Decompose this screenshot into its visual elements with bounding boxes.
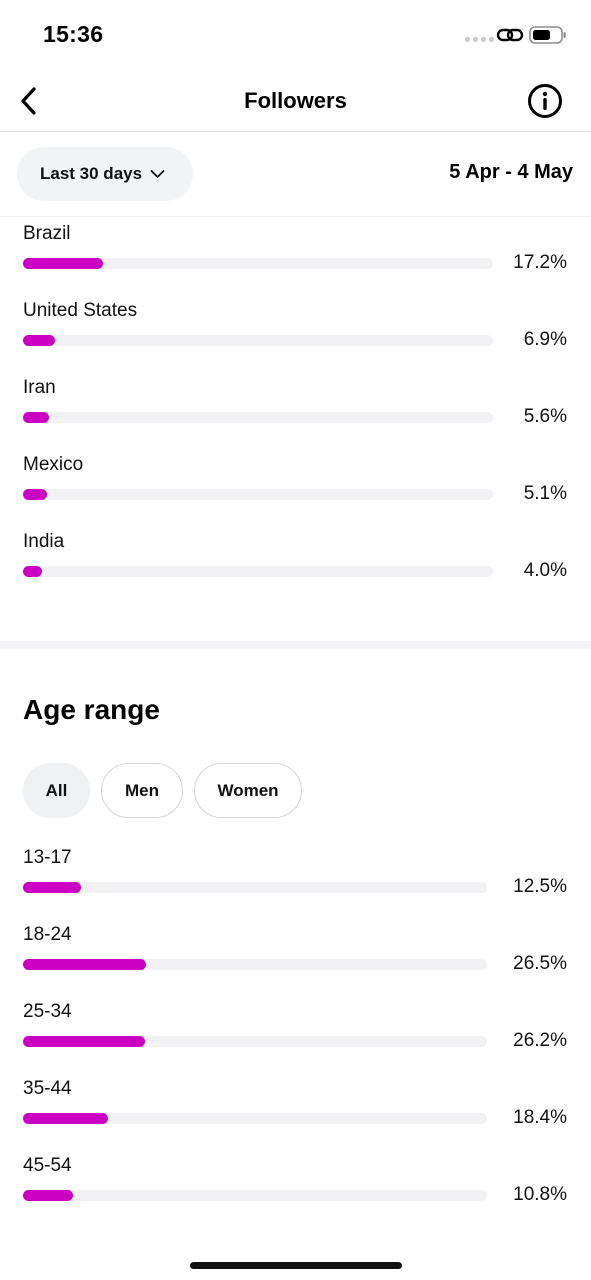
bar-fill — [23, 959, 146, 970]
filter-row: Last 30 days 5 Apr - 4 May — [0, 133, 591, 217]
bar-track — [23, 1113, 487, 1124]
bar-label: 45-54 — [23, 1155, 72, 1176]
date-range: 5 Apr - 4 May — [449, 161, 573, 183]
info-icon[interactable] — [527, 83, 563, 119]
bar-label: Brazil — [23, 223, 71, 244]
bar-row: Iran 5.6% — [0, 373, 591, 450]
bar-value: 10.8% — [513, 1184, 567, 1205]
bar-fill — [23, 335, 55, 346]
bar-track — [23, 489, 493, 500]
bar-track — [23, 412, 493, 423]
nav-bar: Followers — [0, 70, 591, 132]
tab-women[interactable]: Women — [194, 763, 302, 818]
bar-label: 25-34 — [23, 1001, 72, 1022]
bar-label: 13-17 — [23, 847, 72, 868]
section-divider — [0, 641, 591, 649]
bar-track — [23, 335, 493, 346]
bar-label: United States — [23, 300, 138, 321]
signal-icon — [465, 37, 494, 42]
bar-row: 45-54 10.8% — [0, 1151, 591, 1228]
bar-label: 18-24 — [23, 924, 72, 945]
age-filter-tabs: All Men Women — [23, 763, 302, 818]
bar-track — [23, 566, 493, 577]
tab-men[interactable]: Men — [101, 763, 183, 818]
bar-value: 12.5% — [513, 876, 567, 897]
age-range-list: 13-17 12.5% 18-24 26.5% 25-34 26.2% 35-44 18.4%… — [0, 843, 591, 1228]
bar-fill — [23, 412, 49, 423]
age-range-title: Age range — [23, 694, 160, 725]
page-title: Followers — [244, 88, 347, 113]
bar-value: 5.6% — [523, 406, 567, 427]
period-label: Last 30 days — [40, 164, 143, 183]
battery-icon — [529, 26, 566, 44]
bar-row: United States 6.9% — [0, 296, 591, 373]
status-time: 15:36 — [43, 21, 104, 47]
back-button[interactable] — [14, 84, 44, 118]
bar-row: Mexico 5.1% — [0, 450, 591, 527]
bar-fill — [23, 882, 81, 893]
bar-value: 4.0% — [523, 560, 567, 581]
bar-value: 18.4% — [513, 1107, 567, 1128]
home-indicator — [190, 1262, 402, 1269]
period-dropdown[interactable]: Last 30 days — [17, 147, 193, 201]
bar-track — [23, 959, 487, 970]
bar-track — [23, 258, 493, 269]
bar-track — [23, 1190, 487, 1201]
bar-track — [23, 1036, 487, 1047]
bar-value: 5.1% — [523, 483, 567, 504]
status-bar: 15:36 — [0, 0, 591, 70]
bar-fill — [23, 1190, 73, 1201]
bar-value: 17.2% — [513, 252, 567, 273]
bar-row: 13-17 12.5% — [0, 843, 591, 920]
bar-track — [23, 882, 487, 893]
bar-row: India 4.0% — [0, 527, 591, 604]
tab-all[interactable]: All — [23, 763, 90, 818]
bar-value: 26.2% — [513, 1030, 567, 1051]
bar-label: Mexico — [23, 454, 84, 475]
bar-value: 26.5% — [513, 953, 567, 974]
bar-value: 6.9% — [523, 329, 567, 350]
bar-row: 35-44 18.4% — [0, 1074, 591, 1151]
bar-fill — [23, 1036, 145, 1047]
bar-label: Iran — [23, 377, 56, 398]
bar-label: 35-44 — [23, 1078, 72, 1099]
link-icon — [496, 28, 524, 42]
bar-fill — [23, 566, 42, 577]
bar-fill — [23, 258, 103, 269]
chevron-down-icon — [150, 170, 165, 178]
bar-fill — [23, 1113, 108, 1124]
bar-row: 18-24 26.5% — [0, 920, 591, 997]
bar-row: Brazil 17.2% — [0, 219, 591, 296]
country-list: Brazil 17.2% United States 6.9% Iran 5.6% Mexi… — [0, 219, 591, 604]
bar-label: India — [23, 531, 65, 552]
bar-row: 25-34 26.2% — [0, 997, 591, 1074]
chevron-left-icon — [21, 87, 36, 115]
bar-fill — [23, 489, 47, 500]
